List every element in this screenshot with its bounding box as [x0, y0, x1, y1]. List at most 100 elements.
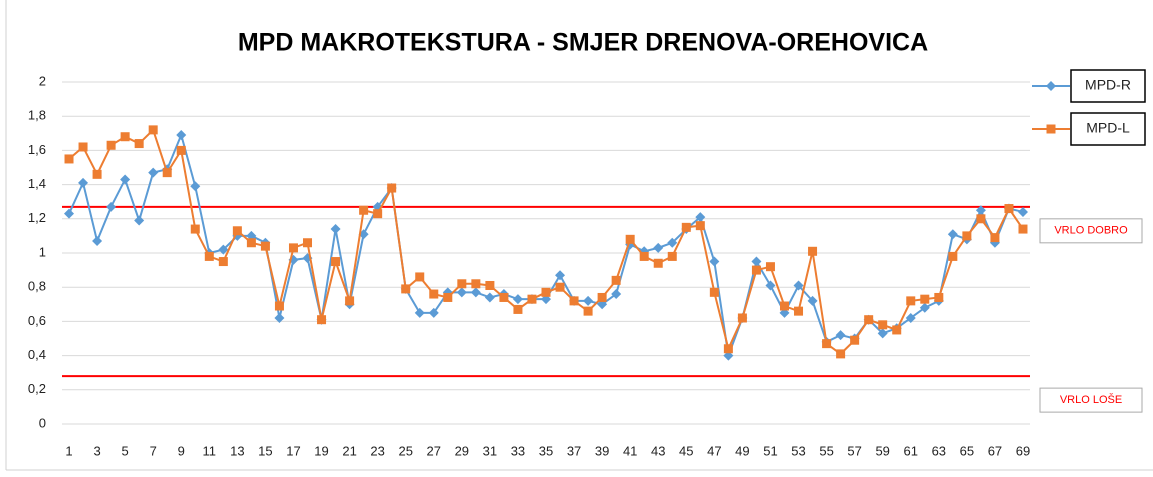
data-point: [976, 214, 986, 224]
x-tick-label: 63: [932, 443, 946, 458]
data-point: [204, 251, 214, 261]
data-point: [120, 132, 130, 142]
data-point: [975, 205, 986, 216]
x-tick-label: 5: [122, 443, 129, 458]
data-point: [148, 167, 159, 178]
data-point: [92, 236, 103, 247]
x-tick-label: 39: [595, 443, 609, 458]
data-point: [499, 292, 509, 302]
data-point: [359, 205, 369, 215]
data-point: [78, 142, 88, 152]
data-point: [387, 183, 397, 193]
data-point: [64, 154, 74, 164]
y-tick-label: 0: [39, 415, 46, 430]
data-point: [1018, 224, 1028, 234]
data-point: [793, 280, 804, 291]
legend-box: [1070, 112, 1146, 146]
data-point: [1017, 206, 1028, 217]
x-tick-label: 9: [178, 443, 185, 458]
data-point: [878, 320, 888, 330]
data-point: [934, 292, 944, 302]
data-point: [274, 301, 284, 311]
data-point: [835, 330, 846, 341]
data-point: [864, 315, 874, 325]
y-tick-label: 0,2: [28, 381, 46, 396]
data-point: [808, 246, 818, 256]
data-point: [134, 139, 144, 149]
data-point: [484, 292, 495, 303]
data-point: [765, 262, 775, 272]
data-point: [836, 349, 846, 359]
data-point: [751, 256, 762, 267]
legend-label: MPD-R: [1085, 77, 1131, 93]
x-tick-label: 43: [651, 443, 665, 458]
data-point: [260, 241, 270, 251]
x-tick-label: 37: [567, 443, 581, 458]
data-point: [443, 292, 453, 302]
data-point: [246, 238, 256, 248]
data-point: [176, 130, 187, 141]
data-point: [709, 256, 720, 267]
data-point: [1004, 204, 1014, 214]
data-point: [1046, 124, 1056, 134]
data-point: [527, 294, 537, 304]
x-tick-label: 33: [511, 443, 525, 458]
data-point: [373, 209, 383, 219]
data-point: [639, 251, 649, 261]
data-point: [176, 145, 186, 155]
reference-label-box: [1039, 218, 1143, 244]
data-point: [625, 234, 635, 244]
x-tick-label: 65: [960, 443, 974, 458]
data-point: [162, 168, 172, 178]
data-point: [990, 233, 1000, 243]
data-point: [822, 339, 832, 349]
data-point: [948, 251, 958, 261]
y-tick-label: 1: [39, 244, 46, 259]
data-point: [555, 270, 566, 281]
y-tick-label: 1,6: [28, 142, 46, 157]
y-tick-label: 1,4: [28, 176, 46, 191]
data-point: [317, 315, 327, 325]
data-point: [905, 312, 916, 323]
data-point: [456, 287, 467, 298]
data-point: [288, 243, 298, 253]
x-tick-label: 35: [539, 443, 553, 458]
x-tick-label: 69: [1016, 443, 1030, 458]
data-point: [148, 125, 158, 135]
data-point: [667, 237, 678, 248]
data-point: [415, 272, 425, 282]
data-point: [401, 284, 411, 294]
data-point: [653, 242, 664, 253]
data-point: [218, 244, 229, 255]
data-point: [906, 296, 916, 306]
x-tick-label: 55: [819, 443, 833, 458]
x-tick-label: 57: [847, 443, 861, 458]
data-point: [428, 307, 439, 318]
x-tick-label: 67: [988, 443, 1002, 458]
data-point: [639, 246, 650, 257]
x-tick-label: 61: [904, 443, 918, 458]
legend-label: MPD-L: [1086, 120, 1130, 136]
data-point: [64, 208, 75, 219]
data-point: [850, 335, 860, 345]
data-point: [218, 257, 228, 267]
data-point: [597, 292, 607, 302]
data-point: [920, 294, 930, 304]
data-point: [106, 140, 116, 150]
x-tick-label: 45: [679, 443, 693, 458]
data-point: [919, 302, 930, 313]
x-tick-label: 1: [65, 443, 72, 458]
y-tick-label: 2: [39, 73, 46, 88]
data-point: [737, 313, 747, 323]
data-point: [892, 325, 902, 335]
data-point: [512, 294, 523, 305]
data-point: [274, 312, 285, 323]
data-point: [962, 231, 972, 241]
data-point: [414, 307, 425, 318]
x-tick-label: 23: [370, 443, 384, 458]
chart-title: MPD MAKROTEKSTURA - SMJER DRENOVA-OREHOV…: [238, 29, 928, 57]
x-tick-label: 59: [875, 443, 889, 458]
data-point: [513, 304, 523, 314]
x-tick-label: 41: [623, 443, 637, 458]
